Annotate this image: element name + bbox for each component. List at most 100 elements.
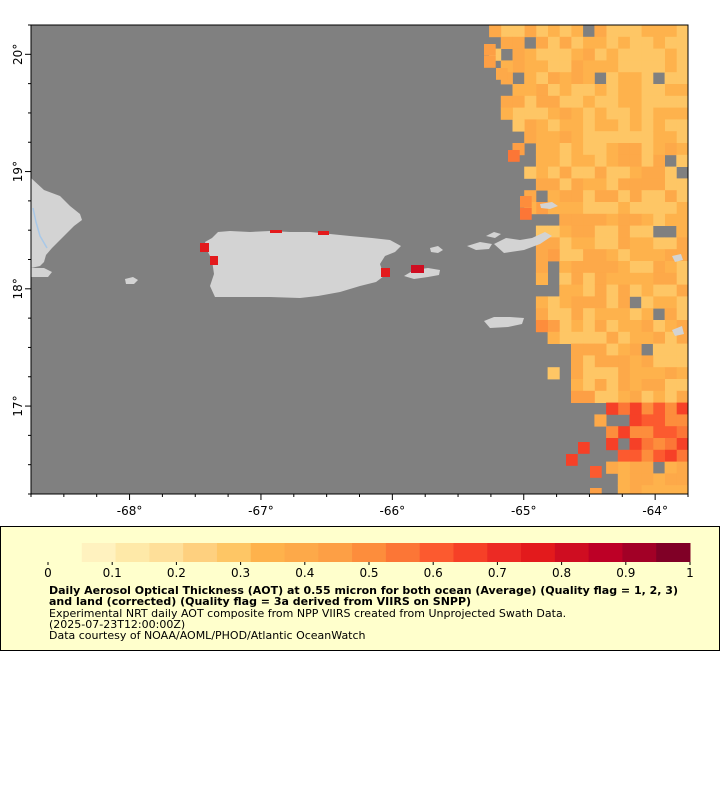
aot-cell [629, 60, 642, 73]
aot-cell [676, 473, 689, 486]
aot-cell [629, 119, 642, 132]
aot-cell [594, 154, 607, 167]
aot-cell [535, 72, 548, 85]
aot-cell [641, 143, 654, 156]
aot-cell [512, 119, 525, 132]
color-bar-cell [81, 543, 117, 562]
aot-cell [641, 320, 654, 333]
aot-cell [582, 154, 595, 167]
aot-cell [652, 355, 665, 368]
aot-cell [652, 284, 665, 297]
culebra-island [430, 246, 443, 253]
aot-cell [676, 296, 689, 309]
aot-cell [617, 249, 630, 262]
aot-cell [629, 461, 642, 474]
aot-cell [559, 272, 572, 285]
anegada-islet [672, 254, 683, 262]
aot-cell [512, 48, 525, 61]
aot-cell [535, 48, 548, 61]
aot-cell [547, 308, 560, 321]
aot-cell [641, 367, 654, 380]
aot-cell [664, 272, 677, 285]
hispaniola-southwest-islet [31, 268, 52, 277]
color-bar-cell [284, 543, 319, 562]
aot-cell [617, 390, 630, 403]
aot-cell [664, 190, 677, 203]
latitude-labels: 20° 19° 18° 17° [11, 44, 25, 417]
aot-cell [594, 178, 607, 191]
aot-cell [594, 343, 607, 356]
aot-cell [535, 261, 548, 274]
aot-cell [641, 284, 654, 297]
aot-cell [606, 379, 619, 392]
aot-cell [489, 25, 502, 38]
aot-cell [641, 202, 654, 215]
aot-cell [606, 107, 619, 120]
aot-cell [676, 449, 689, 462]
aot-cell [652, 438, 665, 451]
aot-cell [547, 119, 560, 132]
aot-cell [664, 36, 677, 49]
aot-cell [559, 225, 572, 238]
st-croix-island [484, 317, 524, 328]
aot-cell [676, 143, 689, 156]
aot-cell [571, 95, 584, 108]
aot-cell [559, 143, 572, 156]
aot-cell [524, 119, 537, 132]
aot-cell [571, 48, 584, 61]
aot-cell [652, 426, 665, 439]
aot-cell [508, 150, 520, 162]
aot-cell [559, 60, 572, 73]
aot-cell [606, 237, 619, 250]
aot-cell [520, 208, 532, 220]
lat-tick-label: 17° [11, 395, 25, 416]
aot-cell [676, 414, 689, 427]
aot-cell [629, 438, 642, 451]
aot-cell [571, 390, 584, 403]
aot-cell [571, 331, 584, 344]
color-bar-tick-label: 0.3 [231, 566, 250, 580]
color-bar-cell [216, 543, 252, 562]
color-bar-tick-label: 1 [686, 566, 694, 580]
aot-cell [582, 202, 595, 215]
aot-cell [617, 320, 630, 333]
aot-cell [629, 178, 642, 191]
aot-cell [524, 72, 537, 85]
aot-cell [676, 48, 689, 61]
aot-cell [578, 442, 590, 454]
aot-cell [641, 461, 654, 474]
aot-cell [652, 237, 665, 250]
aot-cell [547, 25, 560, 38]
aot-cell [617, 48, 630, 61]
aot-cell [617, 60, 630, 73]
aot-cell [641, 25, 654, 38]
aot-cell [629, 190, 642, 203]
aot-cell [547, 367, 560, 380]
aot-cell [606, 143, 619, 156]
aot-cell [594, 190, 607, 203]
aot-cell [582, 84, 595, 97]
aot-cell [676, 178, 689, 191]
longitude-labels: -68° -67° -66° -65° -64° [117, 504, 668, 518]
color-bar-cell [656, 543, 691, 562]
aot-cell [571, 237, 584, 250]
land-aot-pixel [270, 230, 282, 233]
aot-cell [641, 84, 654, 97]
land-aot-pixel [200, 243, 209, 252]
aot-cell [641, 166, 654, 179]
aot-cell [535, 131, 548, 144]
aot-cell [535, 60, 548, 73]
aot-cell [652, 60, 665, 73]
aot-cell [606, 261, 619, 274]
color-bar-cell [622, 543, 657, 562]
aot-cell [676, 461, 689, 474]
aot-cell [582, 261, 595, 274]
aot-cell [484, 44, 496, 56]
aot-cell [559, 166, 572, 179]
aot-cell [629, 143, 642, 156]
aot-cell [617, 272, 630, 285]
legend-description: Experimental NRT daily AOT composite fro… [49, 607, 567, 620]
aot-cell [617, 308, 630, 321]
aot-cell [559, 296, 572, 309]
aot-cell [594, 131, 607, 144]
